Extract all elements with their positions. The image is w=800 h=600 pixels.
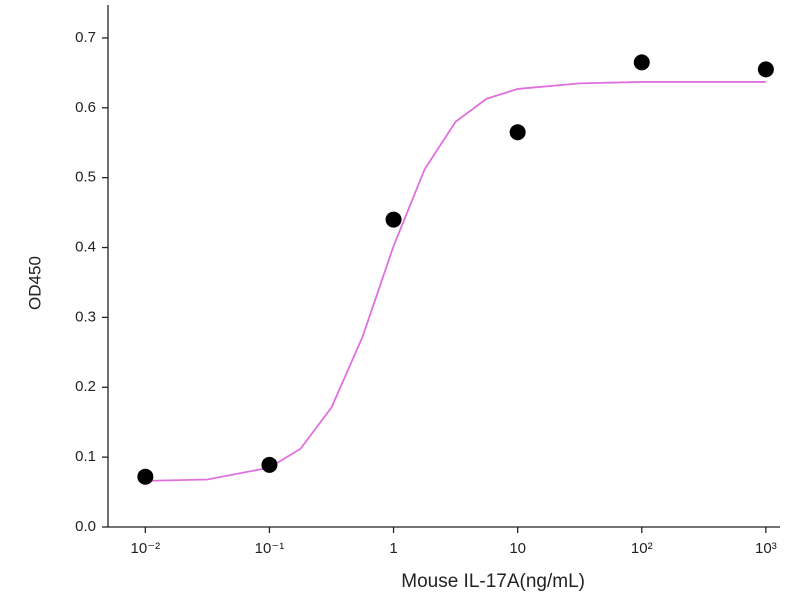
y-tick-label: 0.6	[75, 99, 96, 116]
data-point	[261, 456, 278, 473]
y-tick-label: 0.3	[75, 308, 96, 325]
x-tick-label: 10⁻¹	[255, 540, 285, 557]
x-tick-label: 10⁻²	[131, 540, 161, 557]
y-tick-label: 0.7	[75, 29, 96, 46]
x-tick-label: 10³	[755, 540, 777, 557]
data-point	[757, 61, 774, 78]
y-tick-label: 0.2	[75, 378, 96, 395]
y-axis-label: OD450	[25, 256, 44, 310]
y-tick-label: 0.5	[75, 169, 96, 186]
x-axis-label: Mouse IL-17A(ng/mL)	[401, 571, 585, 592]
y-tick-label: 0.4	[75, 239, 96, 256]
x-tick-label: 1	[389, 540, 397, 557]
y-tick-label: 0.1	[75, 448, 96, 465]
fit-curve	[145, 81, 766, 482]
y-tick-label: 0.0	[75, 518, 96, 535]
data-point	[633, 54, 650, 71]
x-tick-label: 10	[509, 540, 526, 557]
data-point	[137, 468, 154, 485]
data-point	[385, 211, 402, 228]
data-point	[509, 124, 526, 141]
x-tick-label: 10²	[631, 540, 653, 557]
